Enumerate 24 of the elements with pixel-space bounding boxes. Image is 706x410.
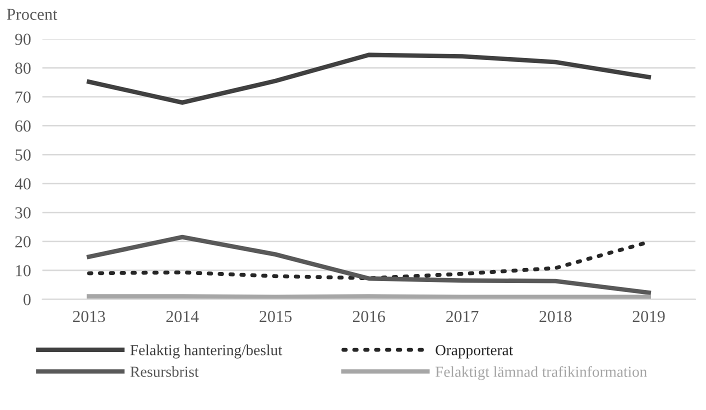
- y-tick-label: 80: [15, 62, 31, 74]
- x-tick-label: 2016: [352, 310, 386, 322]
- x-tick-label: 2019: [632, 310, 665, 322]
- text: Felaktig hantering/beslut: [130, 344, 282, 358]
- y-tick-label: 40: [14, 178, 31, 190]
- x-tick-label: 2015: [260, 310, 292, 322]
- text: Felaktigt lämnad trafikinformation: [436, 366, 647, 380]
- y-tick-label: 0: [24, 294, 31, 306]
- x-tick-label: 2018: [540, 310, 572, 322]
- text: Resursbrist: [130, 366, 199, 377]
- line-series: [86, 52, 651, 105]
- y-tick-label: 90: [15, 34, 31, 45]
- y-tick-label: 50: [16, 149, 31, 161]
- y-tick-label: 30: [15, 207, 31, 218]
- x-tick-label: 2014: [166, 310, 199, 322]
- y-tick-label: 20: [15, 236, 31, 248]
- line-series: [86, 234, 651, 295]
- x-tick-label: 2017: [446, 310, 478, 322]
- y-tick-label: 70: [16, 92, 31, 103]
- text: Orapporterat: [436, 345, 514, 358]
- x-tick-label: 2013: [73, 310, 106, 322]
- y-axis-title: Procent: [6, 8, 58, 20]
- y-tick-label: 10: [16, 265, 31, 276]
- y-tick-label: 60: [15, 120, 31, 132]
